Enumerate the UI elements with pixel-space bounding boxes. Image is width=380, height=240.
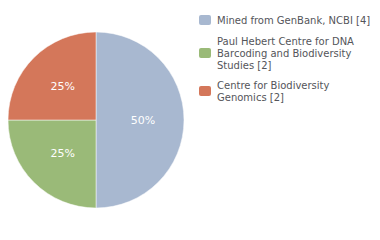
svg-text:Studies [2]: Studies [2] [217, 60, 272, 71]
svg-text:25%: 25% [51, 147, 75, 160]
svg-text:50%: 50% [131, 114, 155, 127]
svg-text:Genomics [2]: Genomics [2] [217, 92, 284, 103]
svg-text:Mined from GenBank, NCBI [4]: Mined from GenBank, NCBI [4] [217, 15, 370, 26]
svg-text:Paul Hebert Centre for DNA: Paul Hebert Centre for DNA [217, 36, 354, 47]
svg-text:Centre for Biodiversity: Centre for Biodiversity [217, 80, 330, 91]
svg-text:Barcoding and Biodiversity: Barcoding and Biodiversity [217, 48, 351, 59]
svg-text:25%: 25% [51, 80, 75, 93]
